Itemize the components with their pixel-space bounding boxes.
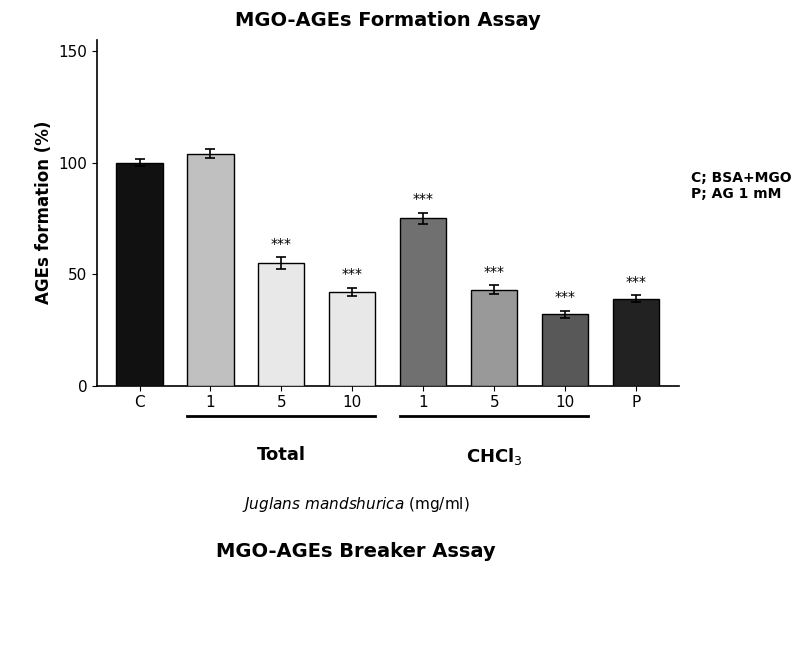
Text: ***: *** <box>555 290 576 305</box>
Text: ***: *** <box>484 265 505 279</box>
Text: ***: *** <box>625 275 646 289</box>
Text: Total: Total <box>257 446 306 464</box>
Bar <box>330 292 376 386</box>
Text: ***: *** <box>342 267 363 281</box>
Bar <box>400 218 446 386</box>
Text: $\it{Juglans\ mandshurica}$ (mg/ml): $\it{Juglans\ mandshurica}$ (mg/ml) <box>242 495 469 515</box>
Bar <box>471 290 517 386</box>
Y-axis label: AGEs formation (%): AGEs formation (%) <box>35 121 53 305</box>
Text: MGO-AGEs Breaker Assay: MGO-AGEs Breaker Assay <box>216 542 495 561</box>
Text: ***: *** <box>271 237 292 251</box>
Text: ***: *** <box>413 192 434 206</box>
Bar <box>542 315 588 386</box>
Title: MGO-AGEs Formation Assay: MGO-AGEs Formation Assay <box>235 11 541 30</box>
Text: CHCl$_3$: CHCl$_3$ <box>466 446 523 467</box>
Bar <box>116 163 162 386</box>
Bar <box>613 299 659 386</box>
Text: C; BSA+MGO
P; AG 1 mM: C; BSA+MGO P; AG 1 mM <box>691 171 792 201</box>
Bar <box>187 154 234 386</box>
Bar <box>259 263 305 386</box>
